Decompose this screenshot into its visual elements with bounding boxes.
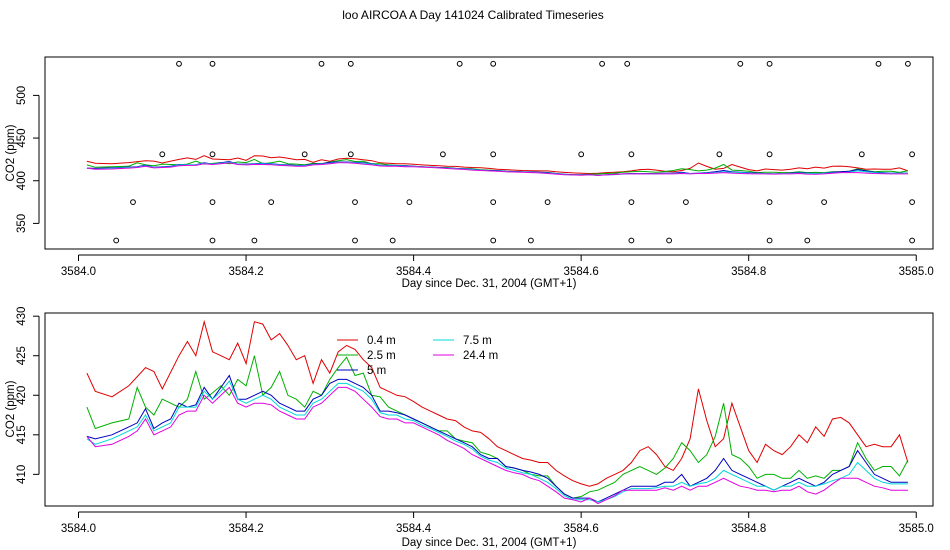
top-flag-marker <box>176 60 182 67</box>
bottom-series-line-3 <box>86 380 908 503</box>
top-x-tick-label: 3584.8 <box>731 266 766 278</box>
top-flag-marker <box>628 237 635 244</box>
top-flag-marker <box>909 151 915 158</box>
top-flag-marker <box>347 60 354 67</box>
top-flag-marker <box>875 60 882 67</box>
top-flag-marker <box>490 237 497 244</box>
top-flag-marker <box>159 151 166 158</box>
top-flag-marker <box>490 199 497 206</box>
bot-y-tick-label: 420 <box>16 386 28 405</box>
top-flag-marker <box>804 237 811 244</box>
top-flag-marker <box>268 199 275 206</box>
top-series-line-4 <box>86 162 908 176</box>
top-flag-marker <box>209 151 216 158</box>
top-flag-marker <box>909 237 915 244</box>
top-flag-marker <box>821 199 827 206</box>
top-flag-marker <box>352 237 358 244</box>
bottom-series-line-0 <box>86 319 909 487</box>
top-flag-marker <box>599 60 605 67</box>
top-x-axis-label: Day since Dec. 31, 2004 (GMT+1) <box>402 278 577 290</box>
top-flag-marker <box>909 199 915 206</box>
top-flag-marker <box>347 151 354 158</box>
top-flag-marker <box>766 199 773 206</box>
top-y-tick-label: 400 <box>16 171 28 190</box>
top-flag-marker <box>666 237 672 244</box>
top-flag-marker <box>113 237 120 244</box>
top-flag-marker <box>766 237 773 244</box>
top-flag-marker <box>858 151 865 158</box>
top-flag-marker <box>766 60 773 67</box>
bot-x-tick-label: 3584.2 <box>228 523 263 535</box>
top-plot-frame <box>44 56 934 250</box>
top-flag-marker <box>251 237 258 244</box>
top-flag-marker <box>490 151 497 158</box>
top-flag-marker <box>209 199 216 206</box>
top-y-tick-label: 350 <box>16 214 28 233</box>
legend-label-2: 5 m <box>367 365 386 377</box>
top-series-line-0 <box>86 155 909 175</box>
top-flag-marker <box>628 151 635 158</box>
bottom-series-line-1 <box>86 355 909 499</box>
top-y-tick-label: 500 <box>16 86 28 105</box>
bottom-x-axis-label: Day since Dec. 31, 2004 (GMT+1) <box>402 537 577 549</box>
bot-x-tick-label: 3584.4 <box>396 523 432 535</box>
top-flag-marker <box>209 237 216 244</box>
top-series-line-1 <box>86 158 908 176</box>
top-flag-marker <box>683 199 689 206</box>
legend-label-3: 7.5 m <box>463 335 492 347</box>
top-flag-marker <box>389 237 396 244</box>
figure-title: loo AIRCOA A Day 141024 Calibrated Times… <box>342 8 603 22</box>
bot-y-tick-label: 425 <box>16 346 28 365</box>
bot-y-tick-label: 415 <box>16 425 28 444</box>
bottom-y-axis-label: CO2 (ppm) <box>5 380 17 437</box>
top-x-tick-label: 3584.2 <box>228 266 263 278</box>
top-flag-marker <box>490 60 497 67</box>
top-flag-marker <box>628 199 635 206</box>
legend-label-1: 2.5 m <box>367 350 396 362</box>
bot-x-tick-label: 3584.8 <box>731 523 766 535</box>
top-flag-marker <box>352 199 358 206</box>
bottom-series-line-4 <box>86 386 908 505</box>
bot-y-tick-label: 430 <box>16 307 28 326</box>
top-flag-marker <box>716 151 723 158</box>
top-flag-marker <box>318 60 325 67</box>
top-flag-marker <box>578 151 585 158</box>
top-flag-marker <box>544 199 551 206</box>
top-x-tick-label: 3584.4 <box>396 266 432 278</box>
top-x-tick-label: 3584.0 <box>61 266 96 278</box>
top-flag-marker <box>301 151 308 158</box>
legend: 0.4 m 2.5 m 5 m 7.5 m 24.4 m <box>337 335 498 377</box>
bot-x-tick-label: 3584.0 <box>61 523 96 535</box>
top-flag-marker <box>624 60 631 67</box>
top-flag-marker <box>440 151 446 158</box>
top-flag-marker <box>456 60 463 67</box>
top-flag-marker <box>737 60 744 67</box>
top-y-tick-label: 450 <box>16 128 28 147</box>
bottom-plot-frame <box>44 312 934 507</box>
top-flag-marker <box>905 60 911 67</box>
top-flag-marker <box>766 151 773 158</box>
top-x-tick-label: 3585.0 <box>899 266 934 278</box>
top-flag-marker <box>528 237 534 244</box>
bottom-panel: 3584.0 3584.2 3584.4 3584.6 3584.8 3585.0 410… <box>5 307 934 549</box>
top-x-tick-label: 3584.6 <box>564 266 599 278</box>
legend-label-0: 0.4 m <box>367 335 396 347</box>
legend-label-4: 24.4 m <box>463 350 498 362</box>
bot-y-tick-label: 410 <box>16 465 28 484</box>
bot-x-tick-label: 3584.6 <box>564 523 599 535</box>
top-panel: 3584.0 3584.2 3584.4 3584.6 3584.8 3585.0 350… <box>5 56 934 290</box>
bot-x-tick-label: 3585.0 <box>899 523 934 535</box>
top-y-axis-label: CO2 (ppm) <box>5 124 17 181</box>
top-flag-marker <box>209 60 216 67</box>
top-flag-marker <box>130 199 136 206</box>
top-flag-marker <box>406 199 413 206</box>
